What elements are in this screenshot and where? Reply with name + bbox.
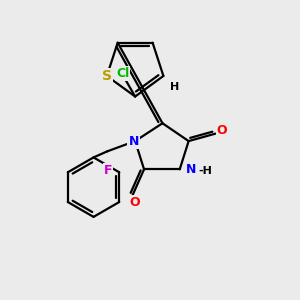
- Text: N: N: [128, 135, 139, 148]
- Text: O: O: [130, 196, 140, 209]
- Text: O: O: [217, 124, 227, 137]
- Text: H: H: [170, 82, 180, 92]
- Text: Cl: Cl: [116, 67, 129, 80]
- Text: S: S: [102, 69, 112, 83]
- Text: F: F: [104, 164, 112, 177]
- Text: -H: -H: [198, 166, 212, 176]
- Text: N: N: [186, 163, 196, 176]
